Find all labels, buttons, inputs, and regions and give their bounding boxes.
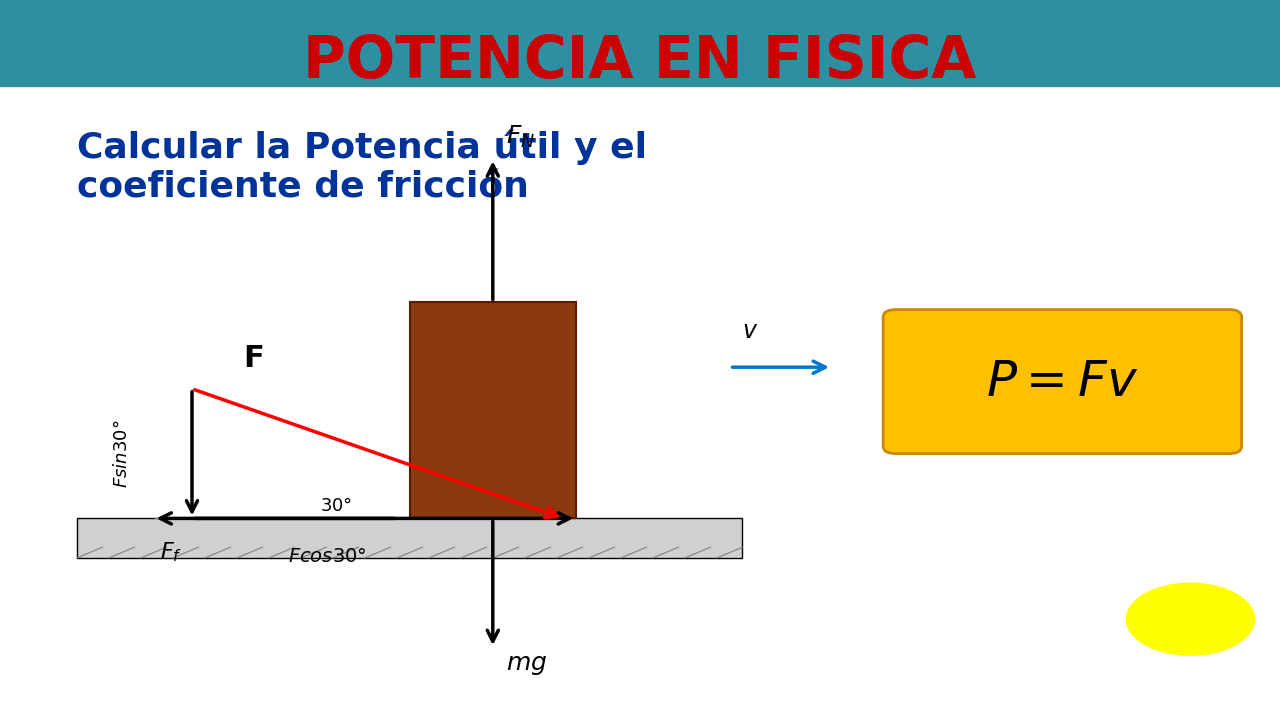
Text: POTENCIA EN FISICA: POTENCIA EN FISICA [303, 32, 977, 90]
Bar [410, 302, 576, 518]
Text: $F_f$: $F_f$ [160, 540, 182, 564]
Text: $Fsin30°$: $Fsin30°$ [113, 419, 131, 488]
Circle shape [1126, 583, 1254, 655]
Text: $30°$: $30°$ [320, 498, 352, 516]
Text: $\bf{F}$: $\bf{F}$ [243, 344, 264, 373]
Text: $mg$: $mg$ [506, 652, 547, 677]
FancyBboxPatch shape [883, 310, 1242, 454]
Bar [0, 0, 1280, 86]
Text: $v$: $v$ [742, 320, 759, 343]
Text: Calcular la Potencia útil y el
coeficiente de fricción: Calcular la Potencia útil y el coeficien… [77, 130, 646, 204]
Text: $P = Fv$: $P = Fv$ [986, 358, 1139, 405]
Text: $F_N$: $F_N$ [506, 124, 535, 150]
Bar [77, 518, 742, 558]
Text: $Fcos30°$: $Fcos30°$ [288, 546, 366, 566]
